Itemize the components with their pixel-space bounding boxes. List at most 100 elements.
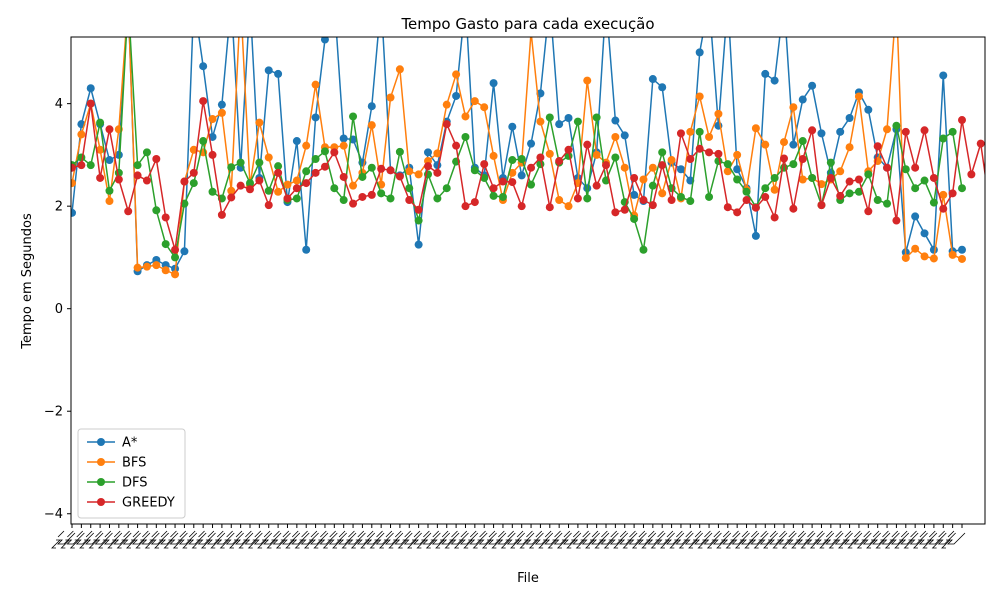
series-line: [71, 37, 963, 273]
data-point: [142, 148, 151, 157]
data-point: [798, 175, 807, 184]
legend-item: BFS: [87, 456, 146, 471]
data-point: [976, 139, 985, 148]
data-point: [573, 194, 582, 203]
data-point: [751, 203, 760, 212]
data-point: [470, 97, 479, 106]
data-point: [555, 120, 564, 129]
data-point: [264, 201, 273, 210]
data-point: [958, 254, 966, 263]
data-point: [508, 156, 517, 165]
legend: A* BFS DFS GREEDY: [77, 428, 186, 519]
data-point: [377, 164, 386, 173]
data-point: [77, 161, 86, 170]
legend-item: DFS: [87, 476, 148, 491]
data-point: [536, 153, 545, 162]
data-point: [171, 245, 180, 254]
data-point: [208, 115, 217, 124]
data-point: [658, 189, 667, 198]
legend-label: BFS: [122, 456, 146, 471]
data-point: [217, 100, 226, 109]
data-point: [274, 187, 283, 196]
series-dfs: [71, 37, 966, 262]
data-point: [929, 245, 938, 254]
data-point: [751, 231, 760, 240]
data-point: [452, 141, 461, 150]
data-point: [714, 157, 723, 166]
data-point: [442, 100, 451, 109]
legend-item: GREEDY: [87, 496, 175, 511]
data-point: [264, 153, 273, 162]
data-point: [920, 252, 929, 261]
data-point: [461, 132, 470, 141]
data-point: [152, 206, 161, 215]
legend-marker: [97, 458, 105, 466]
data-point: [686, 197, 695, 206]
data-point: [564, 114, 573, 122]
data-point: [395, 147, 404, 156]
data-point: [124, 0, 132, 5]
data-point: [873, 142, 882, 151]
data-point: [789, 103, 798, 112]
data-point: [901, 127, 910, 136]
data-point: [630, 214, 639, 223]
data-point: [142, 176, 151, 185]
legend-marker: [97, 498, 105, 506]
data-point: [480, 103, 489, 112]
data-point: [133, 161, 142, 170]
data-point: [592, 113, 601, 122]
data-point: [414, 205, 423, 214]
data-point: [611, 208, 620, 217]
data-point: [358, 172, 367, 181]
data-point: [189, 179, 198, 188]
data-point: [114, 150, 123, 159]
data-point: [639, 245, 648, 254]
data-point: [480, 173, 489, 182]
data-point: [246, 0, 254, 5]
data-point: [939, 134, 948, 143]
data-point: [489, 184, 498, 193]
data-point: [648, 181, 657, 190]
data-point: [939, 204, 948, 213]
data-point: [958, 116, 966, 125]
data-point: [452, 70, 461, 79]
data-point: [161, 266, 170, 275]
data-point: [836, 127, 845, 136]
legend-label: GREEDY: [122, 496, 175, 511]
data-point: [555, 157, 564, 166]
data-point: [180, 247, 189, 256]
data-point: [367, 102, 376, 111]
data-point: [648, 163, 657, 172]
data-point: [648, 201, 657, 210]
data-point: [592, 181, 601, 190]
data-point: [901, 253, 910, 262]
data-point: [733, 150, 742, 159]
data-point: [564, 145, 573, 154]
data-point: [545, 149, 554, 158]
data-point: [320, 147, 329, 156]
data-point: [948, 250, 957, 259]
data-point: [583, 184, 592, 193]
data-point: [349, 112, 358, 121]
legend-marker: [97, 438, 105, 446]
data-point: [114, 175, 123, 184]
data-point: [845, 114, 854, 122]
data-point: [96, 145, 105, 154]
data-point: [86, 99, 95, 108]
data-point: [189, 168, 198, 177]
data-point: [958, 184, 966, 193]
data-point: [246, 179, 254, 188]
data-point: [836, 191, 845, 200]
data-point: [630, 190, 639, 199]
data-point: [864, 207, 873, 216]
data-point: [339, 141, 348, 150]
data-point: [405, 167, 414, 176]
data-point: [911, 184, 920, 193]
data-point: [658, 161, 667, 170]
data-point: [751, 124, 760, 133]
data-point: [508, 178, 517, 187]
data-point: [602, 0, 610, 5]
y-tick-label: −2: [44, 405, 63, 420]
data-point: [442, 184, 451, 193]
